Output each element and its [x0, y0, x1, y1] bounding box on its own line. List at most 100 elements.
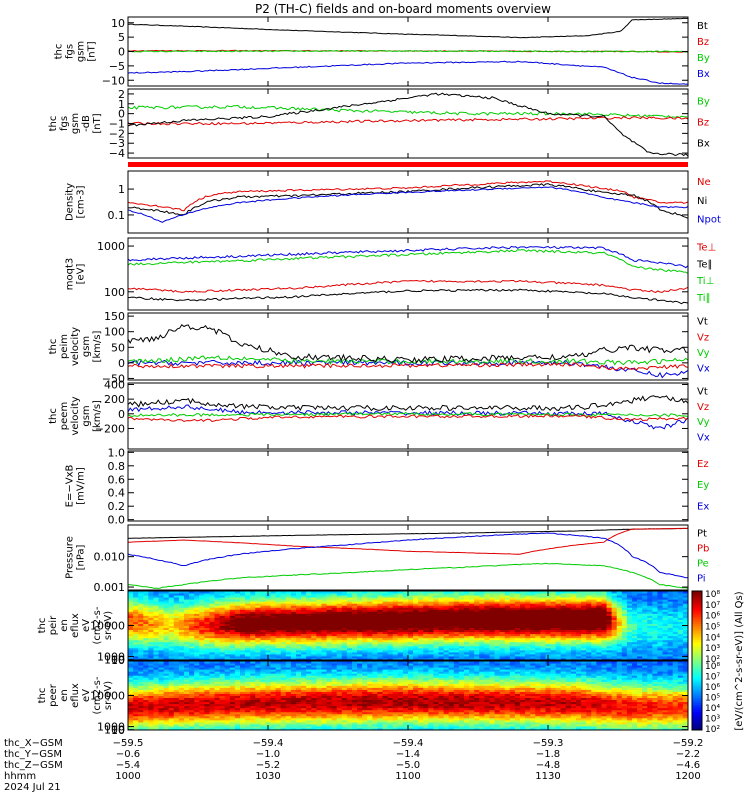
y-axis-label-line: peir: [48, 615, 59, 635]
y-axis-label-line: (cm2-s-: [92, 606, 103, 644]
legend-Vt: Vt: [697, 317, 708, 328]
y-axis-label-line: en: [59, 619, 70, 632]
legend-Vy: Vy: [697, 348, 710, 359]
y-tick-label: 100: [104, 286, 125, 299]
y-axis-label: moqt3[eV]: [65, 258, 87, 291]
legend-Bz: Bz: [697, 37, 709, 48]
y-tick-label: 0: [118, 408, 125, 421]
y-tick-label: 100: [104, 326, 125, 339]
panel-peim-velocity: −50050100150thcpeimvelocitygsm[km/s]VtVz…: [48, 310, 710, 385]
y-axis-label-line: [eV]: [76, 264, 87, 285]
y-axis-label-line: gsm: [81, 405, 92, 426]
y-axis-label-line: [nPa]: [76, 544, 87, 570]
y-tick-label: 400: [104, 378, 125, 391]
y-axis-label-line: peem: [59, 402, 70, 430]
panel-peir-spectrogram: 10100100010000thcpeirenefluxeV(cm2-s-sr-…: [37, 591, 689, 667]
y-tick-label: 50: [111, 341, 125, 354]
y-axis-label: thcpeimvelocitygsm[km/s]: [48, 327, 103, 366]
legend-Ne: Ne: [697, 177, 711, 188]
y-tick-label: 0.001: [94, 581, 126, 594]
panel-peem-velocity: −2000200400thcpeemvelocitygsm[km/s]VtVzV…: [48, 378, 710, 449]
y-axis-label-line: [mV/m]: [76, 467, 87, 505]
y-axis-label-line: gsm: [81, 336, 92, 357]
y-axis-label: Pressure[nPa]: [65, 536, 87, 579]
legend-Pi: Pi: [697, 574, 706, 585]
y-axis-label-line: [km/s]: [92, 400, 103, 432]
y-tick-label: 0: [118, 357, 125, 370]
y-axis-label-line: sr-eV): [103, 611, 114, 640]
legend-Bx: Bx: [697, 69, 710, 80]
panel-frame: [128, 171, 688, 233]
y-tick-label: 200: [104, 393, 125, 406]
series-pressure-Pb: [128, 528, 688, 554]
y-axis-label: E=−VxB[mV/m]: [65, 465, 87, 508]
y-axis-label-line: fgs: [59, 116, 70, 131]
legend-By: By: [697, 53, 710, 64]
legend-Ni: Ni: [697, 196, 707, 207]
legend-Vy: Vy: [697, 417, 710, 428]
series-fgs-gse-Bz: [128, 117, 688, 125]
legend-By: By: [697, 97, 710, 108]
y-axis-label-line: thc: [54, 44, 65, 60]
series-temperature-Ti∥: [128, 246, 688, 267]
panel-frame: [128, 451, 688, 521]
legend-Ez: Ez: [697, 459, 709, 470]
y-tick-label: 150: [104, 310, 125, 323]
y-axis-label-line: E=−VxB: [65, 465, 76, 508]
legend-Pt: Pt: [697, 528, 707, 539]
series-pressure-Pe: [128, 563, 688, 588]
y-tick-label: 0.010: [94, 551, 126, 564]
y-tick-label: 0.8: [108, 460, 126, 473]
y-tick-label: 1000: [97, 240, 125, 253]
panel-frame: [128, 383, 688, 449]
series-temperature-Ti⊥: [128, 250, 688, 274]
y-axis-label: thcpeirenefluxeV(cm2-s-sr-eV): [37, 606, 114, 644]
y-axis-label-line: velocity: [70, 327, 81, 366]
legend-Pb: Pb: [697, 543, 709, 554]
legend-Vt: Vt: [697, 387, 708, 398]
legend-Vz: Vz: [697, 332, 709, 343]
series-fgs-gse-Bx: [128, 93, 688, 156]
y-tick-label: 0.0: [108, 514, 126, 527]
y-tick-label: 1.0: [108, 446, 126, 459]
y-axis-label-line: eflux: [70, 613, 81, 638]
legend-Vx: Vx: [697, 363, 710, 374]
y-tick-label: 1: [118, 183, 125, 196]
y-tick-label: 2: [118, 88, 125, 101]
y-tick-label: −10: [102, 74, 125, 87]
y-axis-label-line: velocity: [70, 396, 81, 435]
y-tick-label: 0.4: [108, 487, 126, 500]
y-axis-label: thcpeemvelocitygsm[km/s]: [48, 396, 103, 435]
y-axis-label-line: thc: [48, 116, 59, 132]
y-axis-label-line: [cm-3]: [76, 185, 87, 218]
y-axis-label-line: [nT]: [87, 41, 98, 61]
y-tick-label: 0.6: [108, 473, 126, 486]
y-axis-label-line: [km/s]: [92, 330, 103, 362]
y-axis-label-line: thc: [37, 618, 48, 634]
series-peem-velocity-Vz: [128, 415, 688, 422]
y-axis-label-line: fgs: [65, 44, 76, 59]
y-tick-label: 10: [111, 17, 125, 30]
y-tick-label: 0.2: [108, 500, 126, 513]
y-axis-label-line: eV: [81, 619, 92, 632]
legend-Npot: Npot: [697, 215, 721, 226]
y-axis-label-line: thc: [48, 339, 59, 355]
legend-Bx: Bx: [697, 139, 710, 150]
y-axis-label: thcfgsgsm-dB[nT]: [48, 113, 103, 134]
panel-frame: [128, 525, 688, 590]
panel-peer-spectrogram: 10100100010000thcpeerenefluxeV(cm2-s-sr-…: [37, 661, 689, 737]
legend-Ey: Ey: [697, 480, 709, 491]
y-axis-label-line: -dB: [81, 115, 92, 132]
y-axis-label-line: peim: [59, 334, 70, 359]
legend-Bz: Bz: [697, 118, 709, 129]
spectrogram-peir-spectrogram: [128, 591, 689, 661]
panel-frame: [128, 313, 688, 380]
y-tick-label: 0: [118, 46, 125, 59]
